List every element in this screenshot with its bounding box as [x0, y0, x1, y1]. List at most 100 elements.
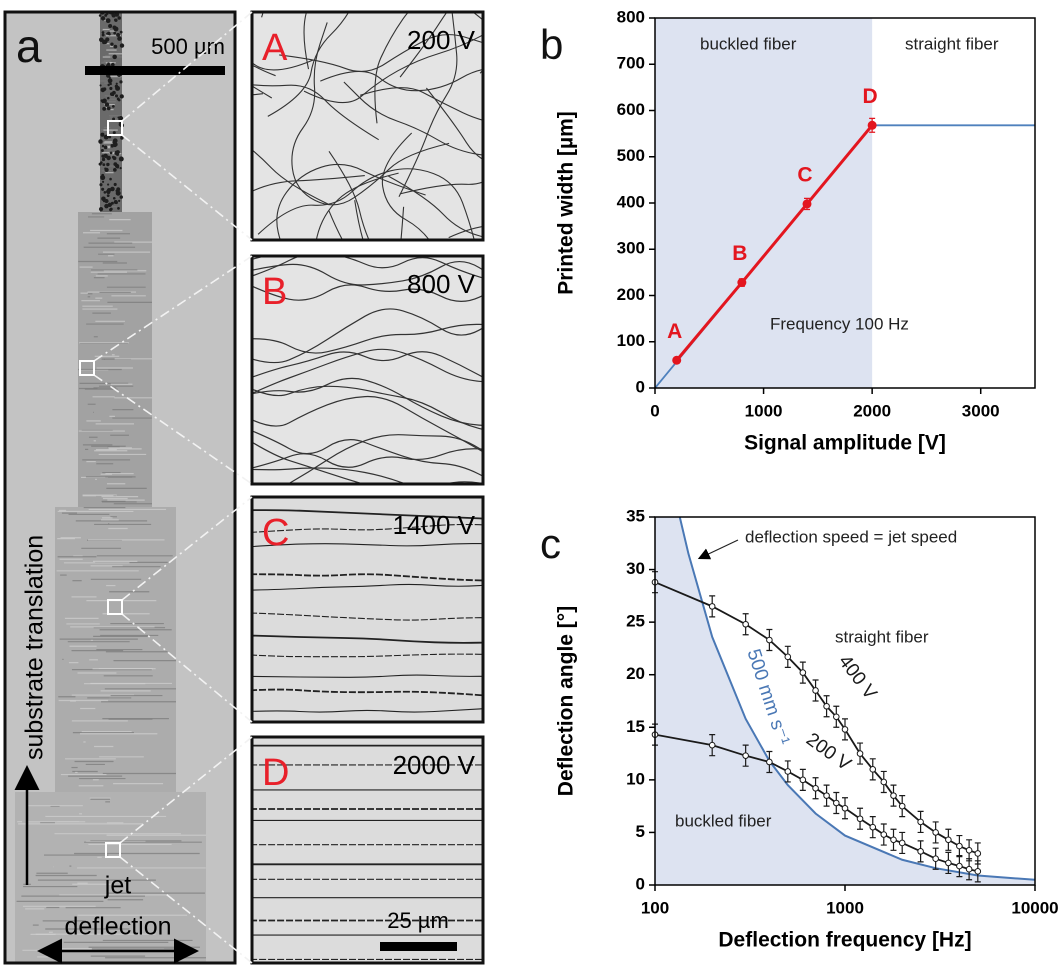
marker [956, 862, 963, 870]
zoom-square [107, 120, 123, 136]
texture [103, 191, 107, 194]
texture [112, 117, 116, 121]
marker [784, 768, 792, 775]
texture [106, 96, 110, 100]
fiber [425, 87, 483, 161]
y-tick-label: 700 [617, 54, 645, 73]
fiber [252, 708, 483, 713]
marker [799, 669, 807, 676]
plot-frame [654, 17, 1036, 389]
texture [109, 177, 112, 181]
micrograph-bg [252, 737, 483, 963]
fiber [252, 395, 483, 453]
y-tick-label: 0 [636, 874, 645, 893]
marker [965, 847, 973, 854]
marker [867, 120, 877, 130]
point-label: C [797, 163, 812, 186]
texture [110, 186, 115, 192]
inset-frame [250, 10, 485, 242]
texture [108, 23, 113, 29]
zoom-square [79, 360, 95, 376]
micrograph [252, 497, 483, 722]
fiber [252, 59, 314, 71]
y-tick-label: 500 [617, 146, 645, 165]
inset-frame [250, 735, 485, 965]
fiber [388, 175, 483, 238]
marker [841, 726, 849, 733]
micrograph-bg [252, 256, 483, 484]
fiber [252, 348, 483, 395]
fiber [320, 68, 483, 92]
texture [115, 190, 121, 196]
panel-label: a [16, 20, 42, 72]
texture [107, 83, 110, 87]
y-tick-label: 10 [626, 769, 645, 788]
fiber [252, 634, 483, 644]
texture [110, 143, 115, 148]
texture [101, 144, 105, 148]
y-tick-label: 0 [636, 377, 645, 396]
marker [932, 829, 939, 836]
y-axis-label: Printed width [µm] [555, 111, 578, 295]
texture [106, 194, 110, 198]
fiber [252, 523, 483, 533]
point-label: D [863, 85, 878, 108]
texture [106, 155, 111, 161]
fiber [359, 87, 483, 121]
y-tick-label: 800 [617, 7, 645, 26]
texture [113, 168, 117, 172]
texture [113, 143, 117, 148]
texture [108, 135, 112, 139]
texture [101, 173, 105, 177]
marker [799, 776, 807, 784]
texture [118, 199, 121, 202]
panel-label: c [540, 520, 561, 567]
marker [974, 850, 982, 857]
x-tick-label: 0 [650, 401, 659, 420]
y-axis-label: Deflection angle [°] [555, 606, 578, 796]
marker [841, 804, 849, 812]
fiber [276, 163, 426, 240]
marker [890, 836, 897, 844]
texture [100, 87, 106, 93]
fiber [252, 543, 483, 548]
texture [103, 39, 108, 45]
x-tick-label: 3000 [962, 401, 1000, 420]
texture [101, 100, 105, 104]
texture [108, 81, 111, 84]
inset-frame [250, 254, 485, 486]
fiber [252, 377, 483, 426]
fiber [291, 22, 450, 206]
marker [945, 859, 952, 867]
texture [113, 44, 118, 49]
inset-label: B [262, 271, 287, 313]
marker [917, 848, 924, 855]
fiber [267, 12, 350, 117]
marker [833, 713, 840, 721]
scale-bar-label: 500 µm [151, 34, 225, 59]
fiber [279, 34, 483, 72]
fiber [257, 168, 475, 240]
y-tick-label: 25 [626, 612, 645, 631]
marker [917, 818, 924, 826]
texture [105, 18, 111, 24]
texture [112, 25, 117, 30]
marker [932, 855, 939, 863]
fiber [303, 34, 483, 104]
arrow-label: substrate translation [21, 535, 49, 760]
texture [119, 94, 124, 99]
guide-line [93, 374, 253, 485]
guide-line [121, 11, 253, 122]
marker [737, 278, 747, 288]
scale-bar [380, 942, 457, 951]
arrow-label: jet [104, 872, 131, 900]
fiber [252, 284, 483, 302]
point-label: A [667, 320, 682, 343]
annotation: straight fiber [835, 627, 929, 646]
fiber [252, 612, 483, 621]
texture [106, 190, 111, 195]
texture [99, 183, 103, 187]
fiber [252, 323, 483, 354]
